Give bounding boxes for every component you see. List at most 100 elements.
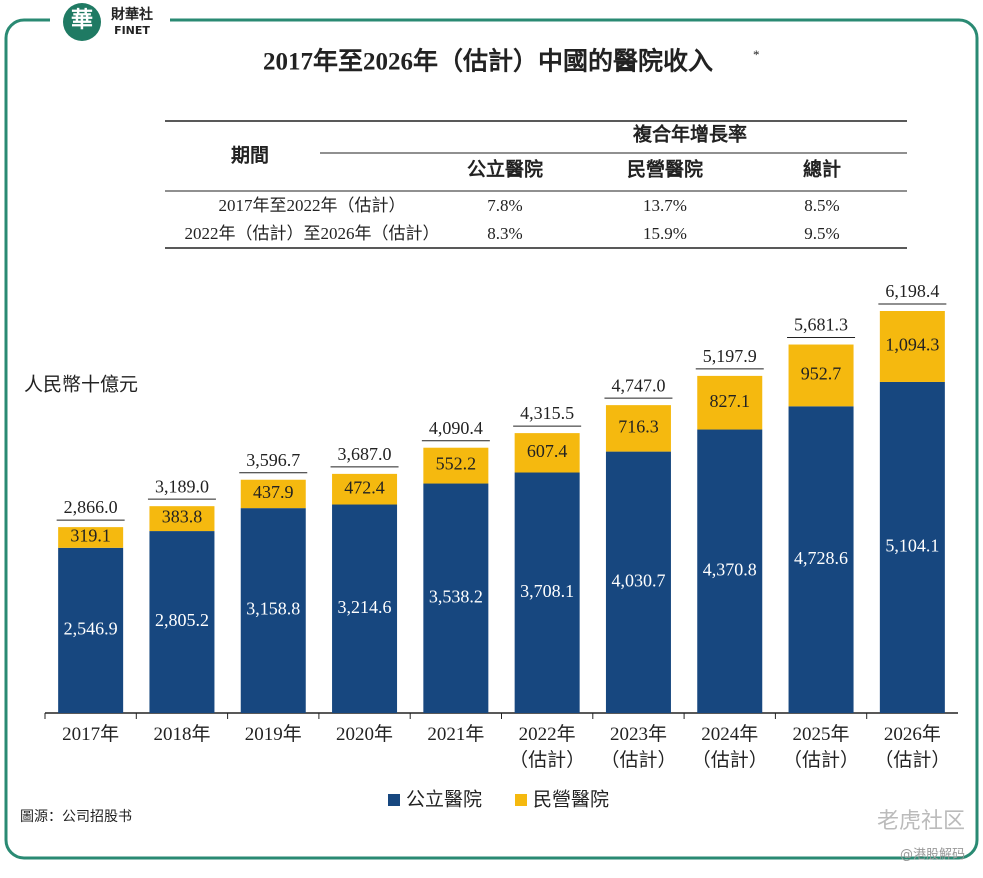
bar-segment [240, 508, 306, 713]
total-label: 4,747.0 [611, 375, 665, 395]
x-tick-label-line: （估計） [783, 749, 859, 771]
bar-segment [697, 375, 763, 430]
logo-sub: FINET [114, 24, 150, 37]
x-tick-label: 2021年 [427, 723, 484, 745]
legend-swatch [388, 794, 400, 806]
bar-segment [332, 473, 398, 505]
data-label: 3,538.2 [429, 586, 483, 606]
data-label: 552.2 [436, 454, 477, 474]
data-label: 3,214.6 [338, 597, 392, 617]
data-label: 2,805.2 [155, 610, 209, 630]
table-column-header: 民營醫院 [627, 157, 703, 180]
data-label: 3,158.8 [246, 599, 300, 619]
watermark: 老虎社区 [877, 809, 965, 834]
bar-segment [879, 311, 945, 382]
total-label: 5,197.9 [703, 346, 757, 366]
legend-label: 民營醫院 [533, 788, 609, 810]
total-label: 3,596.7 [246, 450, 300, 470]
data-label: 4,370.8 [703, 559, 757, 579]
bar-segment [514, 433, 580, 473]
bar-segment [514, 472, 580, 713]
total-label: 4,315.5 [520, 403, 574, 423]
data-label: 2,546.9 [64, 619, 118, 639]
logo-circle [63, 3, 101, 41]
x-tick-label: 2018年 [153, 723, 210, 745]
x-tick-label-line: 2024年 [701, 723, 758, 745]
legend-label: 公立醫院 [406, 788, 482, 810]
table-cell: 15.9% [643, 224, 687, 243]
bar-segment [423, 447, 489, 484]
x-tick-label: 2022年 （估計） [509, 723, 585, 771]
bar-segment [788, 344, 854, 407]
total-label: 6,198.4 [885, 281, 939, 301]
total-label: 2,866.0 [64, 497, 118, 517]
x-tick-label: 2024年 （估計） [692, 723, 768, 771]
table-cell: 8.5% [804, 196, 839, 215]
x-tick-label: 2025年 （估計） [783, 723, 859, 771]
legend-swatch [515, 794, 527, 806]
x-tick-label-line: 2026年 [884, 723, 941, 745]
bar-segment [149, 506, 215, 532]
table-column-header: 公立醫院 [467, 157, 543, 180]
data-label: 952.7 [801, 364, 842, 384]
x-tick-label-line: 2017年 [62, 723, 119, 745]
bar-segment [58, 547, 124, 713]
data-label: 472.4 [344, 477, 385, 497]
x-tick-label: 2020年 [336, 723, 393, 745]
bar-segment [605, 405, 671, 452]
chart-title: 2017年至2026年（估計）中國的醫院收入 [263, 47, 713, 76]
table-cell: 13.7% [643, 196, 687, 215]
table-header: 複合年增長率 [632, 122, 747, 145]
x-tick-label-line: 2020年 [336, 723, 393, 745]
data-label: 5,104.1 [885, 536, 939, 556]
bar-segment [788, 406, 854, 713]
x-tick-label: 2019年 [245, 723, 302, 745]
logo-name: 財華社 [110, 6, 153, 23]
table-header: 期間 [231, 144, 269, 166]
total-label: 4,090.4 [429, 418, 483, 438]
x-tick-label-line: 2023年 [610, 723, 667, 745]
data-label: 607.4 [527, 441, 568, 461]
bar-segment [879, 381, 945, 713]
data-label: 3,708.1 [520, 581, 574, 601]
x-tick-label-line: （估計） [600, 749, 676, 771]
watermark-handle: @港股解码 [900, 848, 965, 863]
total-label: 3,687.0 [338, 444, 392, 464]
x-tick-label-line: （估計） [874, 749, 950, 771]
x-tick-label-line: 2025年 [793, 723, 850, 745]
data-label: 437.9 [253, 482, 294, 502]
bar-segment [332, 504, 398, 713]
bar-segment [697, 429, 763, 713]
x-tick-label-line: 2018年 [153, 723, 210, 745]
total-label: 3,189.0 [155, 476, 209, 496]
table-cell: 8.3% [487, 224, 522, 243]
x-tick-label-line: 2019年 [245, 723, 302, 745]
table-cell: 2017年至2022年（估計） [219, 196, 406, 215]
table-cell: 9.5% [804, 224, 839, 243]
x-tick-label-line: （估計） [692, 749, 768, 771]
x-tick-label: 2026年 （估計） [874, 723, 950, 771]
data-label: 383.8 [162, 507, 203, 527]
data-label: 716.3 [618, 416, 659, 436]
table-column-header: 總計 [803, 157, 841, 180]
x-tick-label-line: （估計） [509, 749, 585, 771]
bar-segment [240, 479, 306, 509]
data-label: 827.1 [710, 391, 751, 411]
table-cell: 7.8% [487, 196, 522, 215]
bar-segment [605, 451, 671, 713]
x-tick-label: 2017年 [62, 723, 119, 745]
bar-segment [58, 527, 124, 548]
source: 圖源：公司招股书 [20, 809, 132, 825]
bar-segment [423, 483, 489, 713]
y-label: 人民幣十億元 [24, 373, 138, 395]
total-label: 5,681.3 [794, 315, 848, 335]
bar-segment [149, 531, 215, 713]
table-cell: 2022年（估計）至2026年（估計） [185, 224, 440, 243]
data-label: 319.1 [70, 526, 111, 546]
x-tick-label: 2023年 （估計） [600, 723, 676, 771]
frame [4, 18, 979, 860]
x-tick-label-line: 2022年 [519, 723, 576, 745]
data-label: 4,030.7 [611, 570, 665, 590]
data-label: 4,728.6 [794, 548, 848, 568]
